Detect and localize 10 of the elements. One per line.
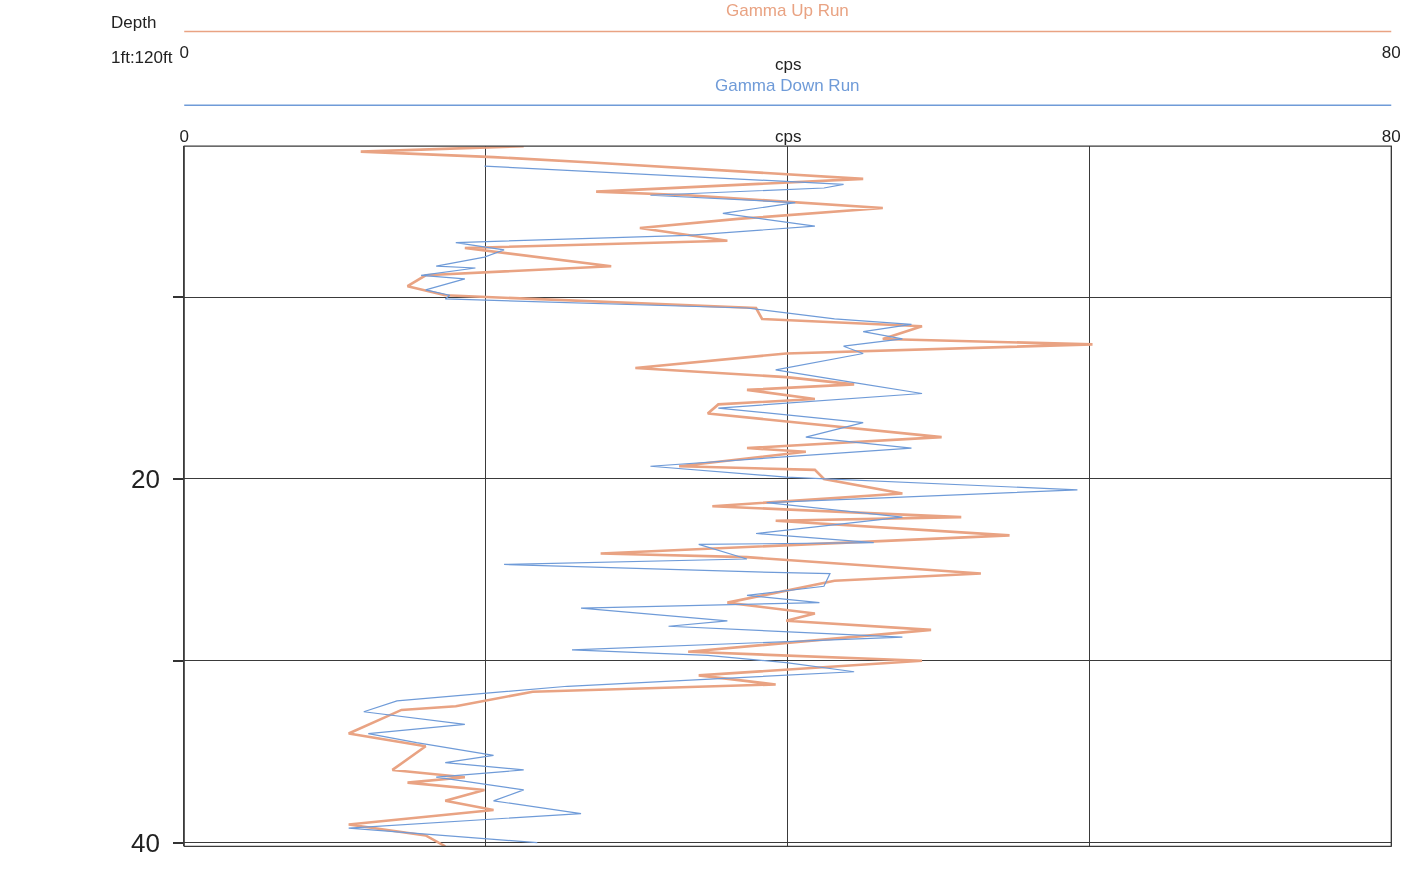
x2-axis-title: cps: [775, 127, 802, 146]
y-tick-label: 20: [131, 464, 161, 495]
text: Gamma Down Run: [715, 76, 860, 95]
x2-tick-label: 0: [179, 42, 189, 62]
text: Gamma Up Run: [726, 1, 849, 20]
y-axis-title: Depth: [111, 13, 157, 32]
text: 1ft:120ft: [111, 48, 173, 67]
x2-tick-label: 80: [1381, 42, 1401, 62]
x-axis-title: cps: [775, 55, 802, 74]
y-tick-label: 40: [131, 827, 161, 858]
